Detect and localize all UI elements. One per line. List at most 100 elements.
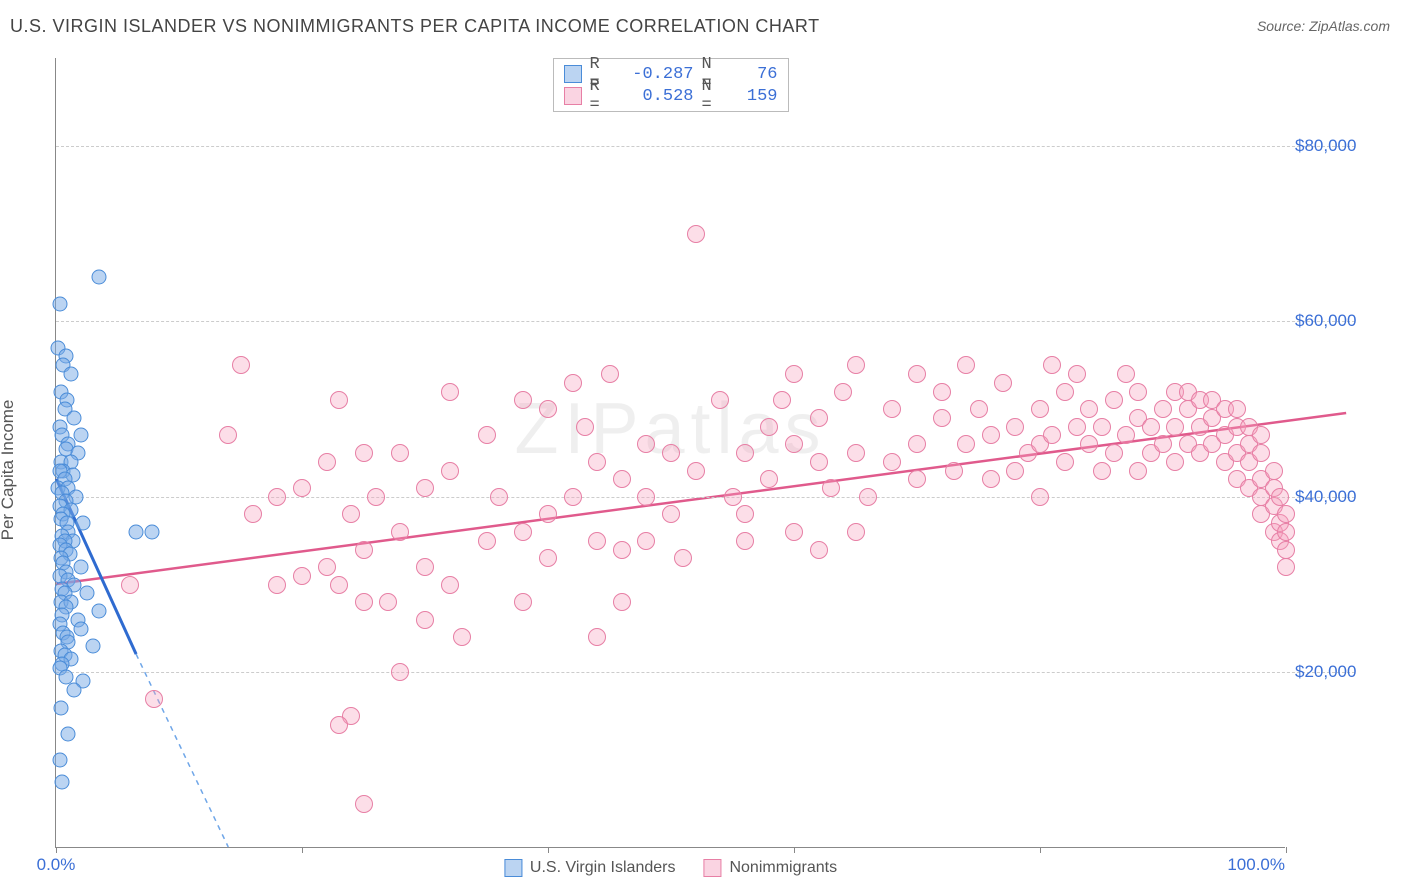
pink-point: [662, 444, 680, 462]
pink-point: [1154, 400, 1172, 418]
pink-point: [859, 488, 877, 506]
gridline-h: [56, 146, 1355, 147]
pink-point: [391, 523, 409, 541]
pink-point: [355, 541, 373, 559]
pink-point: [736, 444, 754, 462]
bottom-swatch-pink: [703, 859, 721, 877]
pink-point: [588, 628, 606, 646]
pink-point: [982, 470, 1000, 488]
blue-point: [92, 604, 107, 619]
pink-point: [588, 532, 606, 550]
blue-point: [85, 639, 100, 654]
pink-point: [883, 453, 901, 471]
pink-point: [514, 593, 532, 611]
pink-point: [219, 426, 237, 444]
pink-point: [355, 795, 373, 813]
pink-point: [810, 409, 828, 427]
gridline-h: [56, 497, 1355, 498]
legend-swatch-pink: [564, 87, 582, 105]
pink-point: [1117, 365, 1135, 383]
pink-point: [613, 541, 631, 559]
pink-point: [441, 383, 459, 401]
pink-point: [773, 391, 791, 409]
pink-point: [847, 356, 865, 374]
pink-point: [416, 479, 434, 497]
pink-point: [1068, 365, 1086, 383]
pink-point: [416, 611, 434, 629]
pink-point: [121, 576, 139, 594]
pink-point: [416, 558, 434, 576]
pink-point: [564, 374, 582, 392]
pink-point: [601, 365, 619, 383]
blue-point: [79, 586, 94, 601]
pink-point: [318, 558, 336, 576]
pink-point: [1006, 462, 1024, 480]
bottom-legend: U.S. Virgin Islanders Nonimmigrants: [504, 859, 837, 877]
plot-area: ZIPatlas R = -0.287 N = 76 R = 0.528 N =…: [55, 58, 1285, 848]
pink-point: [232, 356, 250, 374]
pink-point: [1277, 558, 1295, 576]
y-tick-label: $60,000: [1295, 311, 1395, 331]
blue-point: [128, 525, 143, 540]
pink-point: [330, 576, 348, 594]
pink-point: [711, 391, 729, 409]
pink-point: [613, 470, 631, 488]
pink-point: [1031, 400, 1049, 418]
x-tick: [548, 847, 549, 853]
x-tick: [794, 847, 795, 853]
blue-point: [73, 621, 88, 636]
blue-point: [92, 270, 107, 285]
x-tick: [1040, 847, 1041, 853]
x-tick-label-left: 0.0%: [37, 855, 76, 875]
pink-point: [1252, 426, 1270, 444]
pink-point: [367, 488, 385, 506]
pink-point: [355, 444, 373, 462]
source-label: Source: ZipAtlas.com: [1257, 18, 1390, 34]
y-tick-label: $40,000: [1295, 487, 1395, 507]
pink-point: [785, 365, 803, 383]
y-tick-label: $20,000: [1295, 662, 1395, 682]
pink-point: [342, 505, 360, 523]
pink-point: [1252, 444, 1270, 462]
pink-point: [945, 462, 963, 480]
pink-point: [687, 225, 705, 243]
chart-header: U.S. VIRGIN ISLANDER VS NONIMMIGRANTS PE…: [0, 0, 1406, 48]
pink-point: [908, 470, 926, 488]
pink-point: [318, 453, 336, 471]
pink-point: [970, 400, 988, 418]
pink-point: [933, 409, 951, 427]
pink-point: [785, 435, 803, 453]
pink-point: [1166, 418, 1184, 436]
pink-point: [576, 418, 594, 436]
pink-point: [453, 628, 471, 646]
pink-point: [1043, 426, 1061, 444]
pink-point: [957, 356, 975, 374]
pink-point: [785, 523, 803, 541]
x-tick-label-right: 100.0%: [1227, 855, 1285, 875]
pink-point: [613, 593, 631, 611]
pink-point: [1129, 383, 1147, 401]
correlation-legend: R = -0.287 N = 76 R = 0.528 N = 159: [553, 58, 789, 112]
bottom-swatch-blue: [504, 859, 522, 877]
pink-point: [637, 435, 655, 453]
pink-point: [1043, 356, 1061, 374]
pink-point: [441, 462, 459, 480]
pink-point: [982, 426, 1000, 444]
pink-point: [391, 663, 409, 681]
pink-point: [330, 391, 348, 409]
pink-point: [268, 576, 286, 594]
blue-point: [55, 775, 70, 790]
pink-point: [637, 488, 655, 506]
gridline-h: [56, 672, 1355, 673]
pink-point: [760, 418, 778, 436]
legend-row-pink: R = 0.528 N = 159: [564, 85, 778, 107]
pink-point: [1068, 418, 1086, 436]
pink-point: [514, 391, 532, 409]
pink-point: [588, 453, 606, 471]
pink-point: [1228, 400, 1246, 418]
pink-point: [822, 479, 840, 497]
pink-point: [1265, 462, 1283, 480]
pink-point: [1093, 418, 1111, 436]
pink-point: [662, 505, 680, 523]
blue-point: [63, 367, 78, 382]
